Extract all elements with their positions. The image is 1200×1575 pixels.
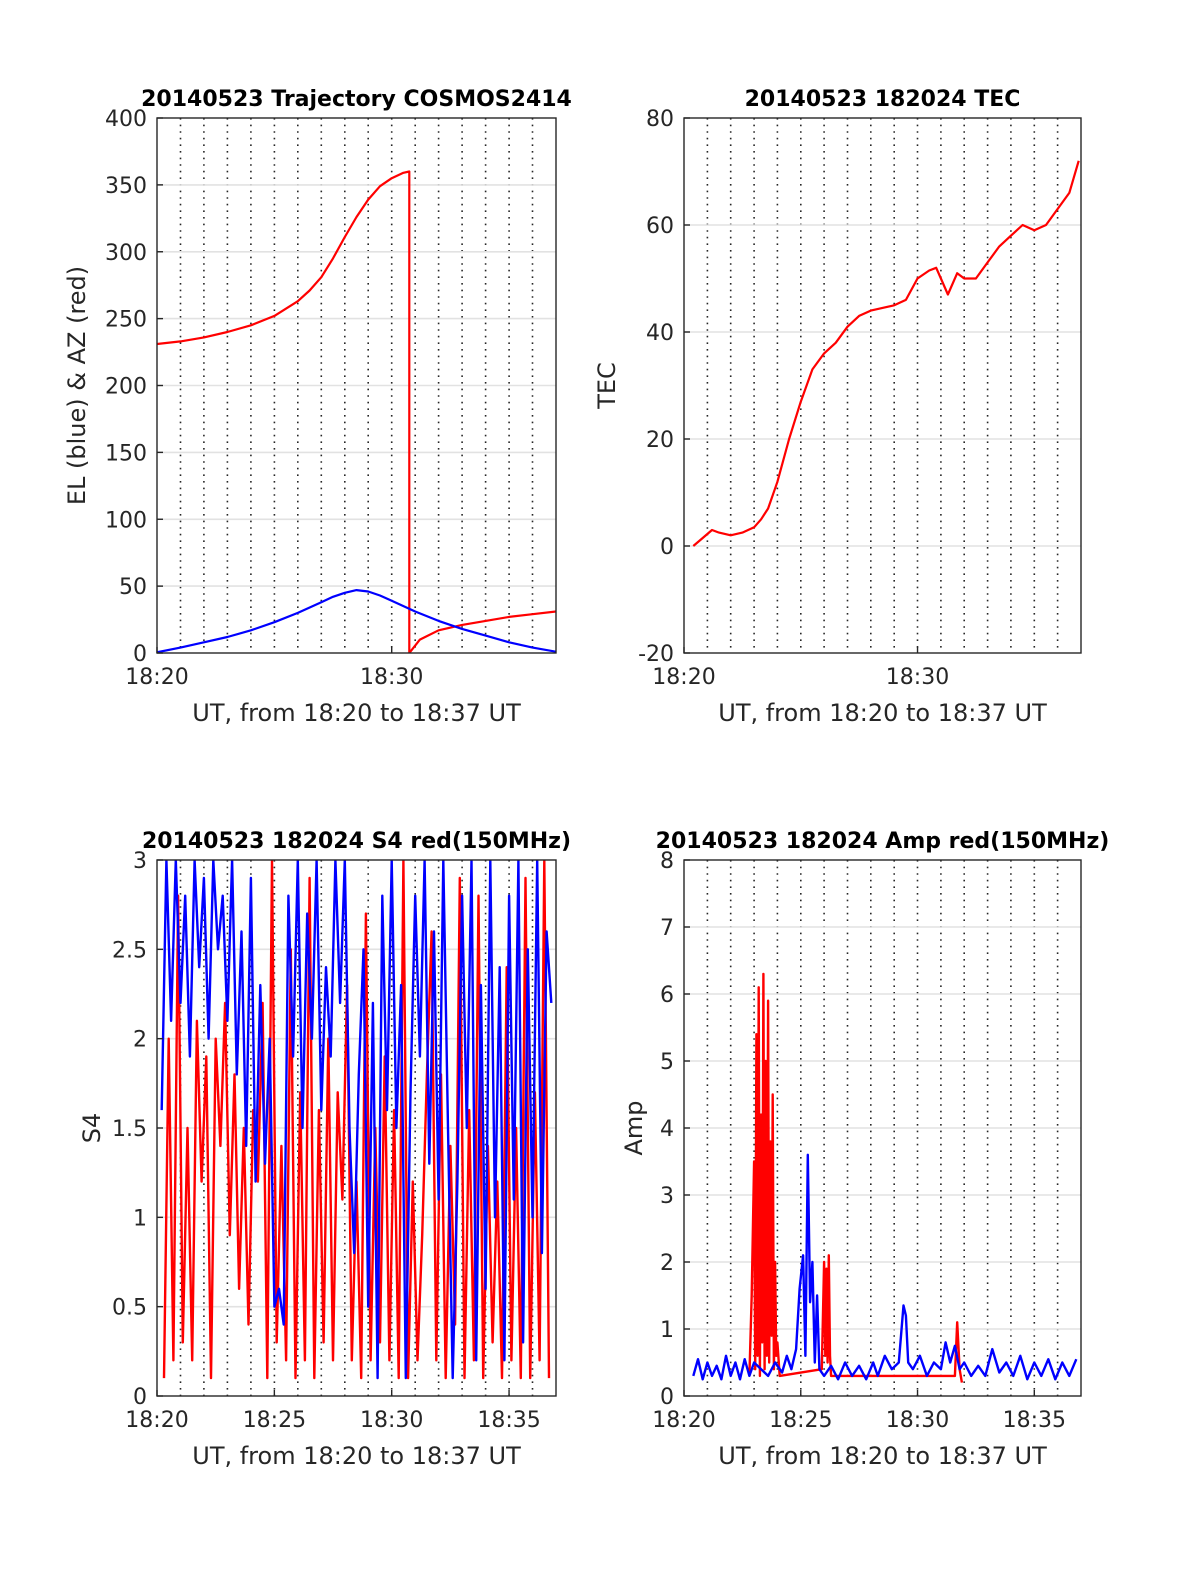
x-tick-label: 18:20 [125, 665, 188, 690]
series-line-blue [692, 1153, 1078, 1381]
y-tick-label: -20 [638, 642, 674, 667]
y-tick-label: 80 [646, 107, 674, 132]
x-tick-label: 18:20 [125, 1408, 188, 1433]
y-tick-label: 6 [660, 983, 674, 1008]
axes-box [683, 117, 1082, 654]
y-tick-label: 300 [105, 241, 147, 266]
y-tick-label: 4 [660, 1117, 674, 1142]
y-tick-label: 250 [105, 308, 147, 333]
series-line-red [748, 972, 964, 1383]
y-tick-label: 400 [105, 107, 147, 132]
x-tick-label: 18:30 [360, 665, 423, 690]
y-tick-label: 7 [660, 916, 674, 941]
y-tick-label: 20 [646, 428, 674, 453]
series-line-red [157, 170, 556, 653]
y-tick-label: 150 [105, 441, 147, 466]
grid [684, 118, 1081, 653]
chart-s4: 18:20 18:25 18:30 18:35 0 0.5 1 1.5 2 2.5 32014052… [78, 829, 571, 1470]
x-axis-label: UT, from 18:20 to 18:37 UT [192, 1442, 521, 1470]
x-tick-label: 18:30 [886, 665, 949, 690]
y-axis-label: Amp [620, 1100, 648, 1155]
x-axis-label: UT, from 18:20 to 18:37 UT [718, 699, 1047, 727]
y-axis-label: EL (blue) & AZ (red) [63, 266, 91, 505]
y-tick-label: 0 [133, 642, 147, 667]
y-axis-label: S4 [78, 1113, 106, 1144]
y-axis-label: TEC [593, 362, 621, 410]
y-tick-label: 60 [646, 214, 674, 239]
x-tick-label: 18:20 [652, 1408, 715, 1433]
y-tick-label: 8 [660, 849, 674, 874]
chart-trajectory: 18:20 18:30 0 50 100 150 200 250 300 350 400201405… [63, 87, 572, 727]
x-tick-label: 18:20 [652, 665, 715, 690]
series-group [692, 972, 1078, 1383]
x-tick-label: 18:35 [477, 1408, 540, 1433]
series-group [692, 160, 1080, 547]
x-tick-label: 18:30 [360, 1408, 423, 1433]
y-tick-label: 0 [133, 1385, 147, 1410]
y-tick-label: 5 [660, 1050, 674, 1075]
chart-title: 20140523 182024 S4 red(150MHz) [142, 829, 571, 854]
grid [684, 860, 1081, 1396]
y-tick-label: 0.5 [112, 1296, 147, 1321]
x-tick-label: 18:25 [769, 1408, 832, 1433]
y-tick-label: 1.5 [112, 1117, 147, 1142]
y-tick-label: 0 [660, 1385, 674, 1410]
y-tick-label: 2 [660, 1251, 674, 1276]
series-group [157, 170, 556, 653]
panels: 18:20 18:30050100150200250300350400201405… [63, 87, 1109, 1470]
x-tick-label: 18:25 [243, 1408, 306, 1433]
y-tick-label: 2 [133, 1028, 147, 1053]
series-group [160, 860, 553, 1380]
y-tick-label: 50 [119, 575, 147, 600]
chart-title: 20140523 182024 Amp red(150MHz) [656, 829, 1110, 854]
series-line-blue [160, 860, 553, 1380]
y-tick-label: 3 [660, 1184, 674, 1209]
y-tick-label: 2.5 [112, 938, 147, 963]
grid [157, 118, 556, 653]
y-tick-label: 0 [660, 535, 674, 560]
y-tick-label: 200 [105, 375, 147, 400]
chart-tec: 18:20 18:30 -20 0 20 40 60 80 20140523 182024 TE… [593, 87, 1082, 727]
x-axis-label: UT, from 18:20 to 18:37 UT [192, 699, 521, 727]
y-tick-label: 100 [105, 508, 147, 533]
chart-title: 20140523 182024 TEC [745, 87, 1021, 112]
y-tick-label: 40 [646, 321, 674, 346]
x-axis-label: UT, from 18:20 to 18:37 UT [718, 1442, 1047, 1470]
y-tick-label: 1 [133, 1206, 147, 1231]
series-line-blue [157, 589, 556, 653]
x-tick-label: 18:30 [886, 1408, 949, 1433]
series-line-red [692, 160, 1080, 547]
y-tick-label: 350 [105, 174, 147, 199]
x-tick-label: 18:35 [1003, 1408, 1066, 1433]
chart-title: 20140523 Trajectory COSMOS2414 [141, 87, 572, 112]
y-tick-label: 3 [133, 849, 147, 874]
y-tick-label: 1 [660, 1318, 674, 1343]
